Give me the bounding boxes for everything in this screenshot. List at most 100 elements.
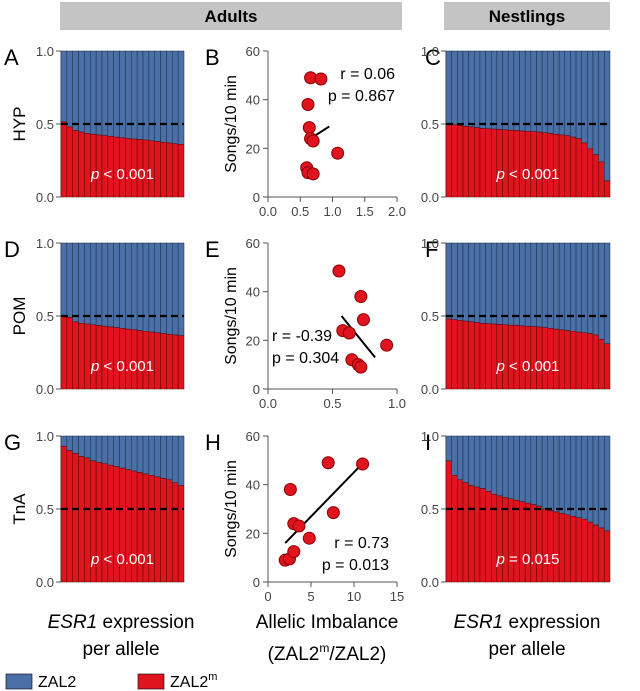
- footer-left-rest: expression: [97, 612, 194, 633]
- panel-letter-c: C: [425, 45, 441, 70]
- bar-zal2: [125, 435, 132, 470]
- bar-zal2: [575, 50, 582, 139]
- bar-zal2: [519, 242, 526, 327]
- bar-zal2: [485, 50, 492, 130]
- bar-zal2: [592, 50, 599, 155]
- bar-zal2m: [502, 129, 509, 198]
- p-symbol: p: [90, 166, 99, 183]
- bar-zal2: [142, 242, 150, 332]
- footer-left-gene: ESR1: [48, 612, 98, 633]
- y-tick-label: 40: [246, 93, 260, 108]
- data-point: [287, 545, 301, 559]
- p-value-label: p = 0.867: [328, 88, 395, 105]
- bar-zal2m: [177, 144, 185, 198]
- bar-zal2: [530, 50, 537, 132]
- bar-zal2m: [172, 334, 179, 390]
- bar-zal2: [524, 50, 532, 132]
- bar-zal2: [474, 242, 481, 323]
- bar-zal2: [519, 50, 526, 132]
- footer-middle-pre: (ZAL2: [268, 644, 320, 665]
- bar-zal2: [457, 242, 464, 321]
- region-label-pom: POM: [10, 297, 29, 336]
- data-point: [354, 290, 368, 304]
- x-tick-label: 1.0: [388, 396, 406, 411]
- panel-g: 0.0 0.5 1.0 p < 0.001: [36, 429, 185, 590]
- data-point: [354, 360, 368, 374]
- bar-zal2: [553, 50, 560, 135]
- bar-zal2: [604, 50, 611, 182]
- bar-zal2: [581, 435, 588, 520]
- bar-zal2: [468, 435, 475, 486]
- bar-zal2: [490, 50, 498, 130]
- y-tick-label: 40: [246, 478, 260, 493]
- bar-zal2m: [587, 333, 594, 390]
- panel-letter-f: F: [425, 237, 438, 262]
- footer-middle-line1: Allelic Imbalance: [256, 612, 399, 633]
- bar-zal2: [172, 242, 179, 336]
- bar-zal2m: [507, 130, 515, 198]
- bar-zal2m: [166, 479, 173, 583]
- bar-zal2: [451, 50, 458, 125]
- bar-zal2m: [468, 321, 475, 390]
- bar-zal2: [148, 435, 155, 476]
- x-tick-label: 15: [390, 589, 404, 604]
- bar-zal2m: [604, 180, 611, 198]
- panels: HYP A B C POM D E F TnA G H I 0.0 0.5 1.0 p < 0.001 0 20 4…: [4, 44, 611, 604]
- panel-b: 0 20 40 60 0.0 0.5 1.0 1.5 2.0 Songs/10 min r = 0.…: [223, 44, 406, 219]
- bar-zal2: [575, 242, 582, 333]
- bar-zal2m: [479, 128, 486, 198]
- bar-zal2: [177, 242, 185, 336]
- bar-zal2m: [592, 524, 599, 583]
- r-value-label: r = 0.73: [334, 535, 389, 552]
- bar-zal2: [72, 242, 79, 323]
- bar-zal2: [445, 435, 452, 462]
- bar-zal2: [485, 435, 492, 492]
- bar-zal2m: [581, 332, 588, 390]
- p-symbol: p: [496, 166, 505, 183]
- x-tick-label: 0.0: [259, 396, 277, 411]
- header-adults: Adults: [60, 2, 402, 30]
- y-axis-label: Songs/10 min: [223, 460, 240, 558]
- y-tick-label: 20: [246, 333, 260, 348]
- panel-letter-a: A: [4, 45, 19, 70]
- p-value-label: p < 0.001: [496, 166, 560, 183]
- bar-zal2m: [84, 457, 91, 583]
- bar-zal2: [457, 50, 464, 126]
- data-point: [302, 531, 316, 545]
- panel-i: 0.0 0.5 1.0 p = 0.015: [421, 429, 611, 590]
- panel-h: 0 20 40 60 0 5 10 15 Songs/10 min r = 0.73 p = 0.0…: [223, 429, 404, 604]
- data-point: [356, 457, 370, 471]
- bar-zal2m: [451, 124, 458, 198]
- bar-zal2: [592, 435, 599, 526]
- bar-zal2: [581, 242, 588, 334]
- bar-zal2m: [78, 456, 85, 583]
- p-value-label: p = 0.013: [322, 557, 389, 574]
- data-point: [306, 167, 320, 181]
- header-adults-bg: [60, 2, 402, 30]
- bar-zal2: [474, 50, 481, 128]
- footer-middle-label: Allelic Imbalance (ZAL2m/ZAL2): [256, 612, 399, 665]
- bar-zal2m: [66, 126, 73, 198]
- x-tick-label: 1.5: [356, 204, 374, 219]
- x-tick-label: 0.0: [259, 204, 277, 219]
- data-point: [326, 506, 340, 520]
- bar-zal2m: [490, 494, 498, 583]
- r-value-label: r = 0.06: [340, 66, 395, 83]
- bar-zal2m: [485, 323, 492, 390]
- bar-zal2m: [598, 339, 605, 390]
- bar-zal2: [66, 435, 73, 451]
- bar-zal2: [541, 50, 549, 134]
- bar-zal2m: [84, 133, 91, 198]
- data-point: [380, 338, 394, 352]
- bar-zal2m: [575, 138, 582, 198]
- p-value-label: p < 0.001: [496, 358, 560, 375]
- bar-zal2: [479, 50, 486, 129]
- bar-zal2: [547, 435, 554, 511]
- bar-zal2: [519, 435, 526, 502]
- bar-zal2m: [457, 125, 464, 198]
- bar-zal2: [587, 50, 594, 150]
- bar-zal2: [564, 242, 571, 331]
- bar-zal2: [154, 50, 161, 142]
- bar-zal2: [66, 50, 73, 128]
- bar-zal2: [507, 435, 515, 500]
